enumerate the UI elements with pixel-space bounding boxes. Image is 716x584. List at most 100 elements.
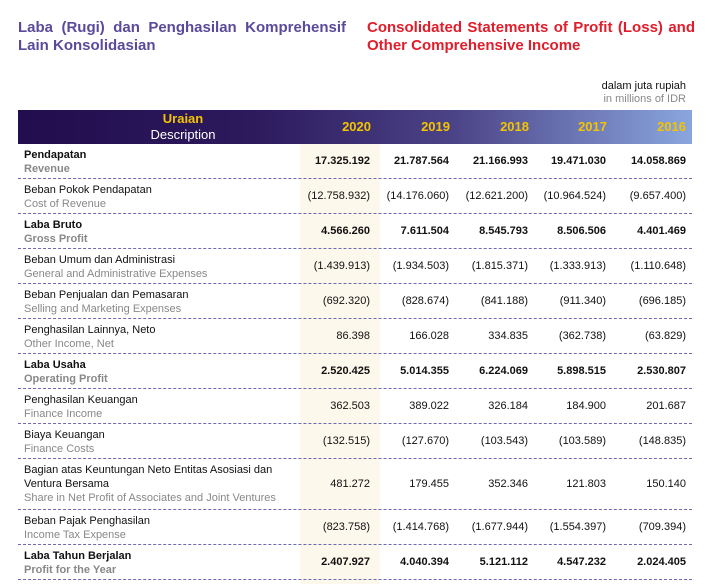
row-label-id: Beban Umum dan Administrasi bbox=[24, 254, 176, 266]
cell-value: (12.621.200) bbox=[465, 190, 528, 202]
cell-value: (132.515) bbox=[322, 435, 370, 447]
cell-value: (9.657.400) bbox=[629, 190, 686, 202]
row-label-id: Bagian atas Keuntungan Neto Entitas Asos… bbox=[24, 464, 273, 490]
cell-value: 14.058.869 bbox=[630, 155, 686, 167]
table-row: Biaya Keuangan Finance Costs (132.515) (127… bbox=[18, 424, 692, 459]
cell-value: 352.346 bbox=[488, 478, 528, 490]
cell-value: (63.829) bbox=[645, 330, 686, 342]
cell-value: (10.964.524) bbox=[543, 190, 606, 202]
row-label: Pendapatan Revenue bbox=[24, 148, 294, 176]
cell-value: 4.040.394 bbox=[400, 556, 449, 568]
row-label-id: Beban Pokok Pendapatan bbox=[24, 184, 152, 196]
cell-value: (1.439.913) bbox=[313, 260, 370, 272]
highlight-column-2020 bbox=[300, 144, 380, 584]
cell-value: (1.110.648) bbox=[630, 260, 686, 272]
row-label-en: Selling and Marketing Expenses bbox=[24, 303, 182, 315]
row-label-en: Finance Costs bbox=[24, 443, 95, 455]
row-label-en: Finance Income bbox=[24, 408, 103, 420]
cell-value: 150.140 bbox=[646, 478, 686, 490]
row-label-id: Penghasilan Lainnya, Neto bbox=[24, 324, 156, 336]
cell-value: 2.520.425 bbox=[321, 365, 370, 377]
header-year: 2016 bbox=[657, 119, 686, 134]
header-year: 2020 bbox=[342, 119, 371, 134]
cell-value: (911.340) bbox=[559, 295, 606, 307]
table-row: Penghasilan Keuangan Finance Income 362.50… bbox=[18, 389, 692, 424]
cell-value: (148.835) bbox=[638, 435, 686, 447]
row-label-en: Revenue bbox=[24, 163, 70, 175]
cell-value: 8.545.793 bbox=[479, 225, 528, 237]
cell-value: 21.166.993 bbox=[472, 155, 528, 167]
cell-value: 2.407.927 bbox=[321, 556, 370, 568]
header-label-en: Description bbox=[150, 127, 216, 142]
cell-value: 481.272 bbox=[330, 478, 370, 490]
cell-value: 362.503 bbox=[330, 400, 370, 412]
cell-value: (828.674) bbox=[401, 295, 449, 307]
row-label: Laba Bruto Gross Profit bbox=[24, 218, 294, 246]
table-row: Beban Penjualan dan Pemasaran Selling and… bbox=[18, 284, 692, 319]
title-indonesian: Laba (Rugi) dan Penghasilan Komprehensif… bbox=[18, 19, 346, 54]
row-label-en: Other Income, Net bbox=[24, 338, 114, 350]
cell-value: (841.188) bbox=[480, 295, 528, 307]
cell-value: 166.028 bbox=[409, 330, 449, 342]
cell-value: 201.687 bbox=[646, 400, 686, 412]
row-label-id: Biaya Keuangan bbox=[24, 429, 105, 441]
title-english: Consolidated Statements of Profit (Loss)… bbox=[367, 19, 695, 54]
row-label: Penghasilan Lainnya, Neto Other Income, N… bbox=[24, 323, 294, 351]
cell-value: 2.024.405 bbox=[637, 556, 686, 568]
row-label: Bagian atas Keuntungan Neto Entitas Asos… bbox=[24, 463, 294, 505]
unit-indonesian: dalam juta rupiah bbox=[601, 80, 686, 92]
cell-value: 5.898.515 bbox=[557, 365, 606, 377]
cell-value: 17.325.192 bbox=[314, 155, 370, 167]
row-label: Beban Penjualan dan Pemasaran Selling and… bbox=[24, 288, 294, 316]
cell-value: (1.815.371) bbox=[471, 260, 528, 272]
cell-value: (127.670) bbox=[401, 435, 449, 447]
table-header: Uraian Description 2020 2019 2018 2017 2… bbox=[18, 110, 692, 144]
table-row: Beban Pajak Penghasilan Income Tax Expens… bbox=[18, 510, 692, 545]
cell-value: (1.414.768) bbox=[392, 521, 449, 533]
cell-value: 334.835 bbox=[488, 330, 528, 342]
row-label-en: Income Tax Expense bbox=[24, 529, 126, 541]
cell-value: 2.530.807 bbox=[637, 365, 686, 377]
cell-value: (1.934.503) bbox=[392, 260, 449, 272]
row-label: Beban Pajak Penghasilan Income Tax Expens… bbox=[24, 514, 294, 542]
row-label-en: Gross Profit bbox=[24, 233, 88, 245]
cell-value: 21.787.564 bbox=[393, 155, 449, 167]
cell-value: 4.401.469 bbox=[637, 225, 686, 237]
table-row: Pendapatan Revenue 17.325.192 21.787.564 21.… bbox=[18, 144, 692, 179]
row-label-id: Laba Bruto bbox=[24, 219, 83, 231]
cell-value: 8.506.506 bbox=[557, 225, 606, 237]
cell-value: 86.398 bbox=[336, 330, 370, 342]
table-row: Beban Pokok Pendapatan Cost of Revenue (12… bbox=[18, 179, 692, 214]
row-label-en: General and Administrative Expenses bbox=[24, 268, 208, 280]
header-year: 2017 bbox=[578, 119, 607, 134]
cell-value: (696.185) bbox=[638, 295, 686, 307]
row-label: Laba Usaha Operating Profit bbox=[24, 358, 294, 386]
cell-value: (103.589) bbox=[558, 435, 606, 447]
cell-value: (1.677.944) bbox=[471, 521, 528, 533]
table-row: Laba Usaha Operating Profit 2.520.425 5.014… bbox=[18, 354, 692, 389]
unit-english: in millions of IDR bbox=[603, 93, 686, 105]
row-label: Laba Tahun Berjalan Profit for the Year bbox=[24, 549, 294, 577]
cell-value: 4.547.232 bbox=[557, 556, 606, 568]
unit-note: dalam juta rupiah in millions of IDR bbox=[602, 80, 686, 106]
table-row: Laba Tahun Berjalan Profit for the Year 2.… bbox=[18, 545, 692, 580]
row-label: Beban Pokok Pendapatan Cost of Revenue bbox=[24, 183, 294, 211]
cell-value: (362.738) bbox=[558, 330, 606, 342]
cell-value: 5.121.112 bbox=[479, 556, 528, 568]
row-label: Biaya Keuangan Finance Costs bbox=[24, 428, 294, 456]
table-row: Beban Umum dan Administrasi General and A… bbox=[18, 249, 692, 284]
table-row: Laba Bruto Gross Profit 4.566.260 7.611.504… bbox=[18, 214, 692, 249]
cell-value: 19.471.030 bbox=[550, 155, 606, 167]
cell-value: 121.803 bbox=[566, 478, 606, 490]
row-label-id: Laba Usaha bbox=[24, 359, 86, 371]
row-label-id: Penghasilan Keuangan bbox=[24, 394, 138, 406]
cell-value: (709.394) bbox=[638, 521, 686, 533]
header-year: 2018 bbox=[500, 119, 529, 134]
cell-value: (823.758) bbox=[322, 521, 370, 533]
row-label-en: Operating Profit bbox=[24, 373, 108, 385]
cell-value: 6.224.069 bbox=[479, 365, 528, 377]
cell-value: 326.184 bbox=[488, 400, 528, 412]
row-label-en: Cost of Revenue bbox=[24, 198, 106, 210]
cell-value: 5.014.355 bbox=[400, 365, 449, 377]
row-label: Beban Umum dan Administrasi General and A… bbox=[24, 253, 294, 281]
